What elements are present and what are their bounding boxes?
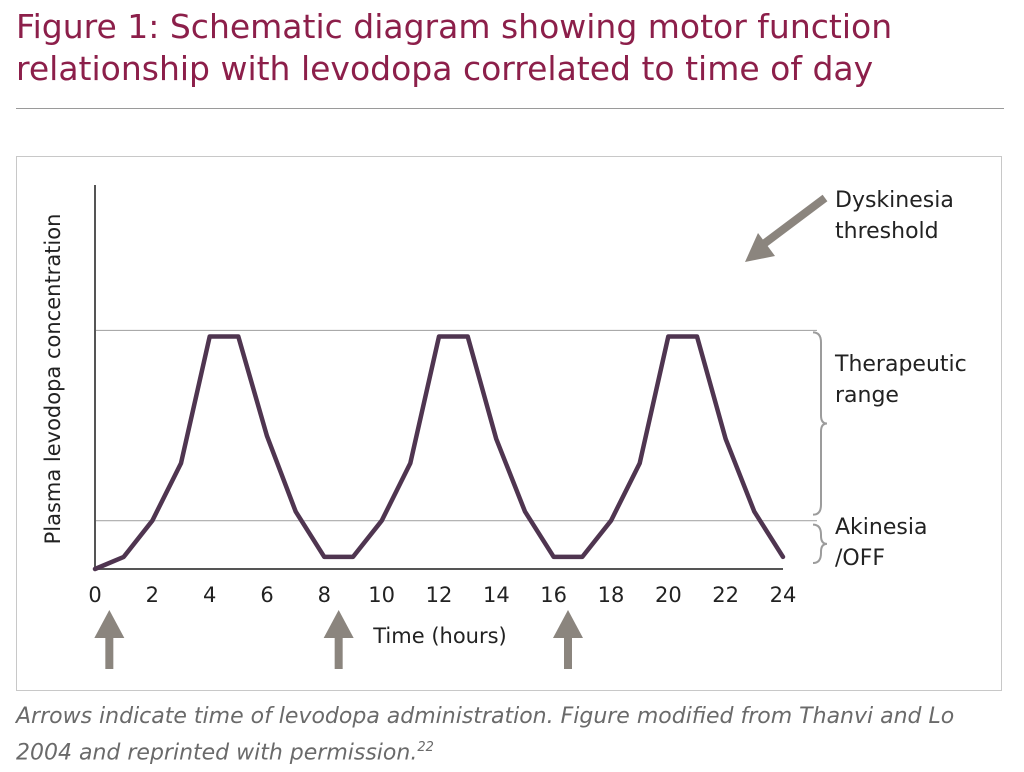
x-tick-label: 18 [598, 583, 625, 607]
series-line-group [92, 334, 786, 572]
chart-frame: 0 2 4 6 8 10 12 14 16 18 20 22 24 Dyskinesia threshol… [16, 156, 1002, 691]
dose-arrow [553, 610, 583, 669]
x-tick-label: 24 [770, 583, 797, 607]
therapeutic-label-2: range [835, 383, 899, 408]
caption-reference: 22 [417, 740, 434, 755]
title-divider [16, 108, 1004, 109]
dyskinesia-label-2: threshold [835, 219, 939, 244]
figure-title-line-1: Figure 1: Schematic diagram showing moto… [16, 7, 893, 46]
akinesia-label-1: Akinesia [835, 515, 927, 540]
x-tick-label: 12 [426, 583, 453, 607]
akinesia-label-2: /OFF [835, 546, 885, 571]
dose-arrow [323, 610, 354, 669]
x-tick-label: 14 [483, 583, 510, 607]
therapeutic-range-brace [812, 331, 828, 516]
figure-title-line-2: relationship with levodopa correlated to… [16, 49, 874, 88]
dose-arrow-head [94, 610, 125, 638]
x-tick-label: 20 [655, 583, 682, 607]
x-tick-label: 10 [368, 583, 395, 607]
reference-lines [95, 329, 817, 522]
dose-arrow-head [323, 610, 354, 638]
x-tick-label: 4 [203, 583, 216, 607]
concentration-line [92, 334, 786, 572]
figure-caption: Arrows indicate time of levodopa adminis… [16, 701, 1006, 768]
chart: 0 2 4 6 8 10 12 14 16 18 20 22 24 Dyskinesiathreshol… [41, 185, 967, 669]
dyskinesia-pointer-head [745, 233, 775, 262]
figure-title: Figure 1: Schematic diagram showing moto… [16, 6, 1006, 90]
x-tick-label: 22 [712, 583, 739, 607]
x-tick-label: 2 [146, 583, 159, 607]
x-tick-label: 6 [260, 583, 273, 607]
dose-arrow [94, 610, 125, 669]
akinesia-brace [812, 523, 828, 564]
x-tick-label: 0 [88, 583, 101, 607]
annotations: Dyskinesia threshold Therapeutic range Akine… [745, 188, 967, 571]
dose-arrow-head [553, 610, 583, 638]
x-tick-label: 8 [318, 583, 331, 607]
caption-text: Arrows indicate time of levodopa adminis… [16, 704, 955, 766]
x-tick-labels: 0 2 4 6 8 10 12 14 16 18 20 22 24 [88, 583, 796, 607]
dyskinesia-label-1: Dyskinesia [835, 188, 954, 213]
x-tick-label: 16 [540, 583, 567, 607]
y-axis-label: Plasma levodopa concentration [41, 214, 65, 545]
dose-arrows [94, 610, 583, 669]
x-axis-label: Time (hours) [372, 624, 507, 648]
axes [94, 185, 783, 570]
dyskinesia-pointer-shaft [762, 194, 828, 247]
dose-arrow-shaft [105, 637, 114, 669]
dose-arrow-shaft [564, 637, 572, 669]
dose-arrow-shaft [334, 637, 343, 669]
therapeutic-label-1: Therapeutic [834, 352, 967, 377]
